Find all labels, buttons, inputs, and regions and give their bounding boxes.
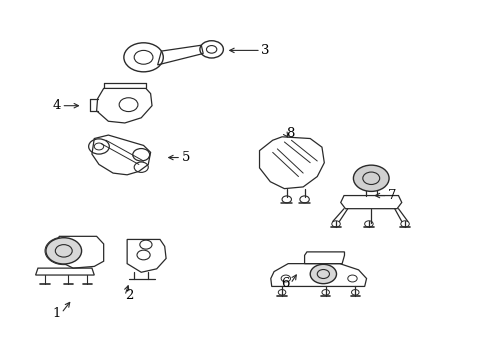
Text: 2: 2 xyxy=(125,289,133,302)
Text: 5: 5 xyxy=(181,151,190,164)
Text: 3: 3 xyxy=(261,44,269,57)
Text: 7: 7 xyxy=(387,189,396,202)
Text: 6: 6 xyxy=(281,277,289,290)
Polygon shape xyxy=(59,236,103,268)
Circle shape xyxy=(353,165,388,192)
Circle shape xyxy=(309,264,336,284)
Text: 1: 1 xyxy=(52,307,61,320)
Circle shape xyxy=(46,238,81,264)
Text: 8: 8 xyxy=(285,127,294,140)
Text: 4: 4 xyxy=(52,99,61,112)
